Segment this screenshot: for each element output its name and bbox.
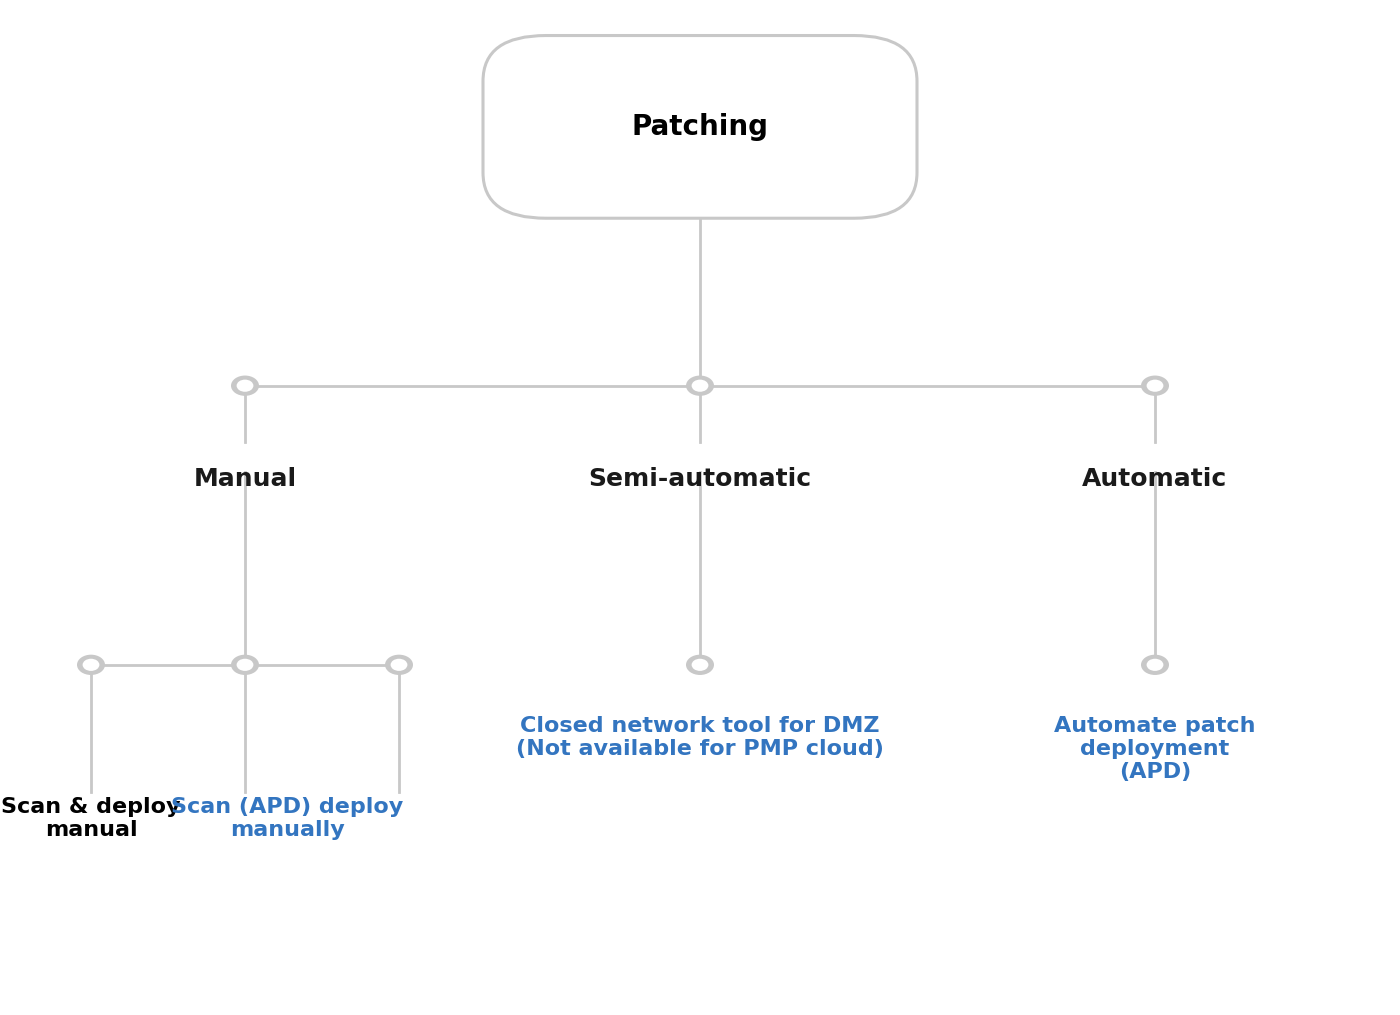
Circle shape [231, 376, 259, 396]
Text: Semi-automatic: Semi-automatic [588, 467, 812, 491]
Circle shape [1147, 659, 1163, 671]
Circle shape [692, 659, 708, 671]
Text: Scan (APD) deploy
manually: Scan (APD) deploy manually [171, 797, 403, 840]
Circle shape [692, 380, 708, 392]
Text: Scan & deploy
manual: Scan & deploy manual [1, 797, 181, 840]
Text: Manual: Manual [193, 467, 297, 491]
Circle shape [385, 655, 413, 675]
FancyBboxPatch shape [483, 36, 917, 218]
Circle shape [1141, 655, 1169, 675]
Text: Automatic: Automatic [1082, 467, 1228, 491]
Circle shape [231, 655, 259, 675]
Circle shape [1141, 376, 1169, 396]
Circle shape [391, 659, 407, 671]
Circle shape [237, 380, 253, 392]
Text: Patching: Patching [631, 113, 769, 141]
Circle shape [1147, 380, 1163, 392]
Circle shape [77, 655, 105, 675]
Circle shape [686, 655, 714, 675]
Text: Closed network tool for DMZ
(Not available for PMP cloud): Closed network tool for DMZ (Not availab… [517, 716, 883, 759]
Circle shape [686, 376, 714, 396]
Circle shape [83, 659, 99, 671]
Circle shape [237, 659, 253, 671]
Text: Automate patch
deployment
(APD): Automate patch deployment (APD) [1054, 716, 1256, 782]
